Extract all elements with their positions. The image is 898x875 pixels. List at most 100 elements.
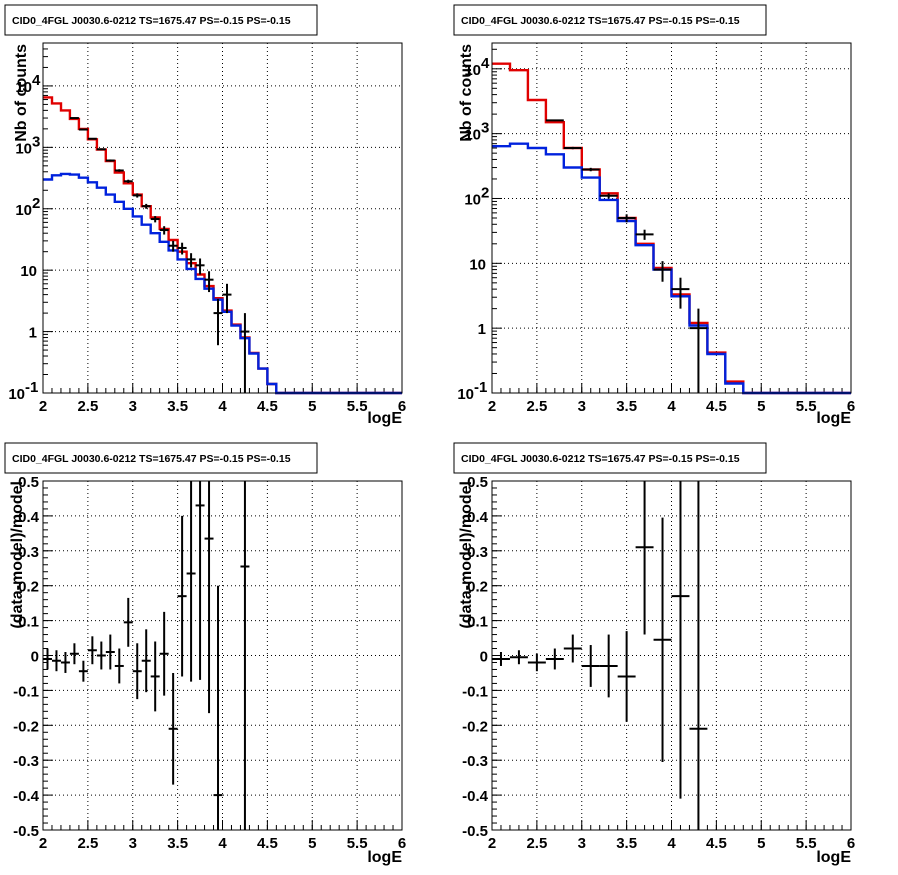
data-point <box>222 283 232 314</box>
residual-panel-right: CID0_4FGL J0030.6-0212 TS=1675.47 PS=-0.… <box>453 442 855 866</box>
data-point <box>563 634 582 663</box>
y-tick-label: -0.2 <box>13 718 39 735</box>
data-point <box>240 481 250 830</box>
plot-frame <box>491 42 852 394</box>
x-tick-label: 3.5 <box>616 835 637 852</box>
y-tick-label: 10 <box>464 62 481 79</box>
data-point <box>527 653 546 672</box>
data-point <box>563 146 582 150</box>
x-tick-label: 3.5 <box>167 398 188 415</box>
counts-panel-left: CID0_4FGL J0030.6-0212 TS=1675.47 PS=-0.… <box>4 4 406 427</box>
y-tick-label: 10 <box>464 127 481 144</box>
x-tick-label: 4 <box>667 835 676 852</box>
model-component-histogram <box>43 172 402 395</box>
data-point <box>141 203 151 209</box>
x-tick-label: 5 <box>757 398 765 415</box>
data-point <box>87 636 97 665</box>
data-point <box>96 148 106 151</box>
y-tick-exponent: 2 <box>32 195 40 212</box>
x-tick-label: 3.5 <box>167 835 188 852</box>
data-point <box>492 652 510 666</box>
x-tick-label: 5 <box>308 398 316 415</box>
y-tick-label: -0.3 <box>462 753 488 770</box>
data-point <box>60 652 70 673</box>
data-point <box>599 193 618 199</box>
x-tick-label: 2.5 <box>526 398 547 415</box>
residual-panel-left: CID0_4FGL J0030.6-0212 TS=1675.47 PS=-0.… <box>4 442 406 866</box>
y-tick-label: -0.2 <box>462 718 488 735</box>
data-point <box>114 169 124 172</box>
x-tick-label: 6 <box>847 835 855 852</box>
y-tick-label: 0.1 <box>467 614 488 631</box>
x-tick-label: 3 <box>578 398 586 415</box>
x-tick-label: 2 <box>39 835 47 852</box>
y-tick-label: 0.4 <box>467 509 489 526</box>
x-tick-label: 2 <box>39 398 47 415</box>
y-tick-exponent: 4 <box>32 72 41 89</box>
data-point <box>653 517 672 762</box>
data-point <box>177 242 187 255</box>
x-axis-title: logE <box>816 849 851 866</box>
data-point <box>177 515 187 677</box>
data-point <box>545 648 564 670</box>
x-tick-label: 3 <box>578 835 586 852</box>
x-tick-label: 6 <box>847 398 855 415</box>
x-tick-label: 4.5 <box>706 398 727 415</box>
chart-title: CID0_4FGL J0030.6-0212 TS=1675.47 PS=-0.… <box>12 453 291 465</box>
model-total-histogram <box>43 96 402 395</box>
y-tick-label: 0.2 <box>467 579 488 596</box>
plot-frame <box>42 42 403 394</box>
data-point <box>105 159 115 162</box>
data-point <box>195 258 205 275</box>
x-tick-label: 4 <box>218 398 227 415</box>
data-point <box>581 167 600 172</box>
data-point <box>689 481 708 830</box>
plot-frame <box>491 480 852 831</box>
y-tick-label: 0.1 <box>18 614 39 631</box>
y-tick-label: 10 <box>8 386 25 403</box>
counts-panel-right: CID0_4FGL J0030.6-0212 TS=1675.47 PS=-0.… <box>453 4 855 427</box>
data-point <box>78 128 88 131</box>
y-tick-label: 10 <box>457 386 474 403</box>
grid-lines <box>492 43 851 393</box>
chart-title: CID0_4FGL J0030.6-0212 TS=1675.47 PS=-0.… <box>461 453 740 465</box>
x-tick-label: 2.5 <box>77 398 98 415</box>
data-point <box>671 277 690 309</box>
y-axis-ticks: -0.5 -0.4 -0.3 -0.2 -0.1 0 0.1 0.2 0.3 0.4 0.5 <box>13 474 53 840</box>
title-box <box>453 4 767 36</box>
y-tick-label: 0.5 <box>18 474 39 491</box>
x-axis-ticks: 2 2.5 3 3.5 4 4.5 5 5.5 6 <box>39 820 406 852</box>
x-tick-label: 3.5 <box>616 398 637 415</box>
data-point <box>132 643 142 700</box>
y-axis-title: Nb of counts <box>458 44 475 142</box>
y-tick-label: 1 <box>29 325 37 342</box>
x-tick-label: 6 <box>398 835 406 852</box>
y-tick-label: 0.4 <box>18 509 40 526</box>
data-point <box>653 261 672 282</box>
x-tick-label: 5.5 <box>347 398 368 415</box>
data-point <box>150 641 160 712</box>
x-tick-label: 4.5 <box>257 835 278 852</box>
x-tick-label: 3 <box>129 835 137 852</box>
y-tick-label: -0.1 <box>462 683 488 700</box>
x-axis-ticks: 2 2.5 3 3.5 4 4.5 5 5.5 6 <box>488 383 855 415</box>
title-box <box>4 4 318 36</box>
data-point <box>159 226 169 235</box>
x-tick-label: 5.5 <box>796 398 817 415</box>
data-point <box>509 650 528 665</box>
x-tick-label: 4.5 <box>706 835 727 852</box>
data-point <box>689 308 708 393</box>
data-point <box>43 648 52 670</box>
x-tick-label: 4 <box>218 835 227 852</box>
data-point <box>141 629 151 693</box>
grid-lines <box>492 481 851 830</box>
data-point <box>617 631 636 722</box>
y-tick-label: 10 <box>20 263 37 280</box>
data-point <box>150 216 160 223</box>
x-tick-label: 5 <box>757 835 765 852</box>
plot-frame <box>42 480 403 831</box>
y-tick-label: 10 <box>464 191 481 208</box>
x-axis-title: logE <box>367 410 402 427</box>
data-point <box>186 253 196 268</box>
